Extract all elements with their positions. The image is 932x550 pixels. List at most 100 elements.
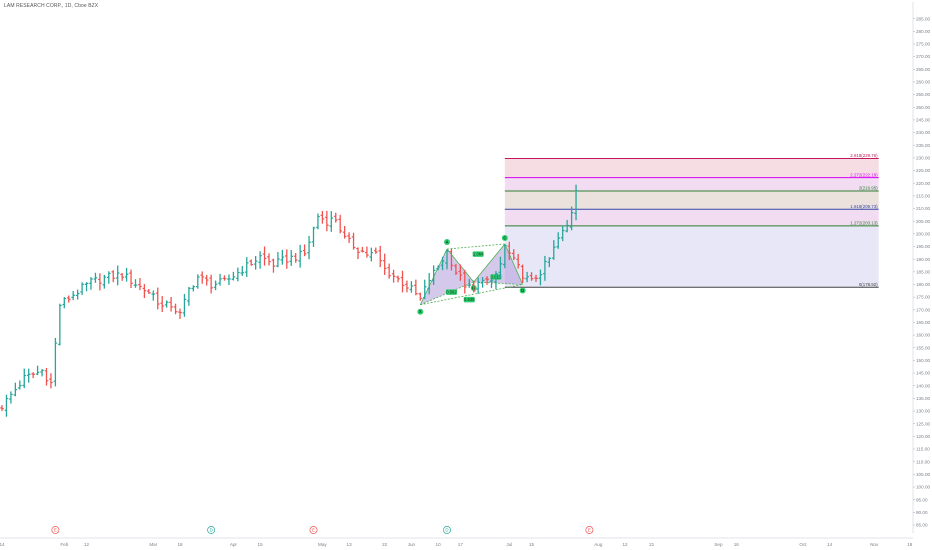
price-bar <box>84 282 89 292</box>
y-tick-label: 100.00 <box>916 485 930 490</box>
price-bar <box>369 247 374 262</box>
pattern-point-badge <box>519 287 526 294</box>
price-bar <box>454 263 458 275</box>
price-bar <box>467 278 472 288</box>
fib-level-label: 1.618(209.73) <box>850 204 878 209</box>
fib-zone <box>504 225 879 288</box>
price-bar <box>236 267 240 282</box>
price-bar <box>418 292 423 301</box>
price-bar <box>40 368 44 377</box>
event-marker <box>443 526 451 534</box>
event-marker-label: D <box>210 528 213 533</box>
event-marker <box>309 526 318 534</box>
x-tick-label: 12 <box>84 542 90 547</box>
price-bars <box>0 184 578 417</box>
y-tick-label: 185.00 <box>916 269 930 274</box>
y-tick-label: 225.00 <box>916 168 930 173</box>
y-tick-label: 125.00 <box>916 421 930 426</box>
price-bar <box>133 279 138 288</box>
y-tick-label: 120.00 <box>916 434 930 439</box>
price-bar <box>498 256 503 279</box>
y-tick-label: 140.00 <box>916 383 930 388</box>
price-bar <box>98 273 102 291</box>
pattern-point-label: C <box>503 235 506 240</box>
price-bar <box>267 253 271 266</box>
y-tick-label: 165.00 <box>916 320 930 325</box>
ratio-label: 0.562 <box>446 290 457 295</box>
price-bar <box>520 264 525 283</box>
price-bar <box>191 285 196 292</box>
price-bar <box>249 259 253 266</box>
price-bar <box>155 287 160 310</box>
price-bar <box>382 253 387 275</box>
y-axis[interactable]: 85.00 90.00 95.00 100.00 105.00 110.00 115.00 1… <box>912 2 930 533</box>
y-tick-label: 110.00 <box>916 459 930 464</box>
y-tick-label: 265.00 <box>916 67 930 72</box>
y-tick-label: 215.00 <box>916 193 930 198</box>
chart-title: LAM RESEARCH CORP., 1D, Cboe BZX <box>4 3 99 9</box>
y-tick-label: 205.00 <box>916 219 930 224</box>
y-tick-label: 190.00 <box>916 257 930 262</box>
fibonacci-extension[interactable]: 2.618(229.76) 2.272(222.19) 2(216.95) 1.618… <box>504 153 879 288</box>
price-bar <box>538 269 543 286</box>
price-bar <box>556 232 561 249</box>
price-bar <box>209 274 213 294</box>
price-bar <box>285 249 289 269</box>
y-tick-label: 270.00 <box>916 54 930 59</box>
fib-level-label: 2.618(229.76) <box>850 153 878 158</box>
pattern-point-label: X <box>419 309 422 314</box>
x-tick-label: 15 <box>258 542 264 547</box>
fib-level-label: 1.272(203.13) <box>850 221 878 226</box>
price-bar <box>164 300 169 308</box>
x-tick-label: Jul <box>506 542 512 547</box>
price-bar <box>494 271 498 290</box>
price-bar <box>200 271 205 284</box>
y-tick-label: 210.00 <box>916 206 930 211</box>
price-bar <box>503 244 507 269</box>
price-bar <box>311 226 316 247</box>
price-bar <box>449 248 454 271</box>
price-bar <box>244 257 249 277</box>
event-marker <box>51 526 60 534</box>
price-bar <box>307 235 311 260</box>
price-bar <box>49 373 53 389</box>
price-bar <box>182 293 187 317</box>
price-bar <box>142 284 147 299</box>
price-bar <box>13 382 18 397</box>
price-bar <box>511 249 516 261</box>
price-bar <box>276 252 280 268</box>
price-bar <box>124 267 129 282</box>
x-tick-label: 21 <box>649 542 655 547</box>
price-bar <box>534 274 538 282</box>
price-bar <box>342 225 347 239</box>
price-bar <box>271 258 276 273</box>
ratio-badge <box>463 296 475 303</box>
price-bar <box>71 291 75 301</box>
price-bar <box>35 365 40 376</box>
price-bar <box>374 247 378 254</box>
pattern-triangle-bcd <box>473 243 523 285</box>
y-tick-label: 285.00 <box>916 16 930 21</box>
price-bar <box>333 212 338 223</box>
price-bar <box>445 249 449 270</box>
y-tick-label: 200.00 <box>916 231 930 236</box>
price-bar <box>405 280 409 293</box>
x-tick-label: May <box>318 542 327 547</box>
price-bar <box>516 253 520 269</box>
price-bar <box>325 210 329 232</box>
y-tick-label: 130.00 <box>916 409 930 414</box>
pattern-leg-cd <box>504 243 524 285</box>
x-axis[interactable]: 14 Feb 12 Mar 18 Apr 15 May 13 22 Jun 10 17 Jul 15 Aug 1… <box>0 537 913 547</box>
y-tick-label: 105.00 <box>916 472 930 477</box>
y-tick-label: 250.00 <box>916 105 930 110</box>
price-bar <box>66 295 71 303</box>
price-bar <box>431 265 436 285</box>
y-tick-label: 150.00 <box>916 358 930 363</box>
x-tick-label: 13 <box>347 542 353 547</box>
price-bar <box>0 405 4 411</box>
price-bar <box>31 372 35 379</box>
price-bar <box>173 303 178 315</box>
price-bar <box>147 289 151 294</box>
